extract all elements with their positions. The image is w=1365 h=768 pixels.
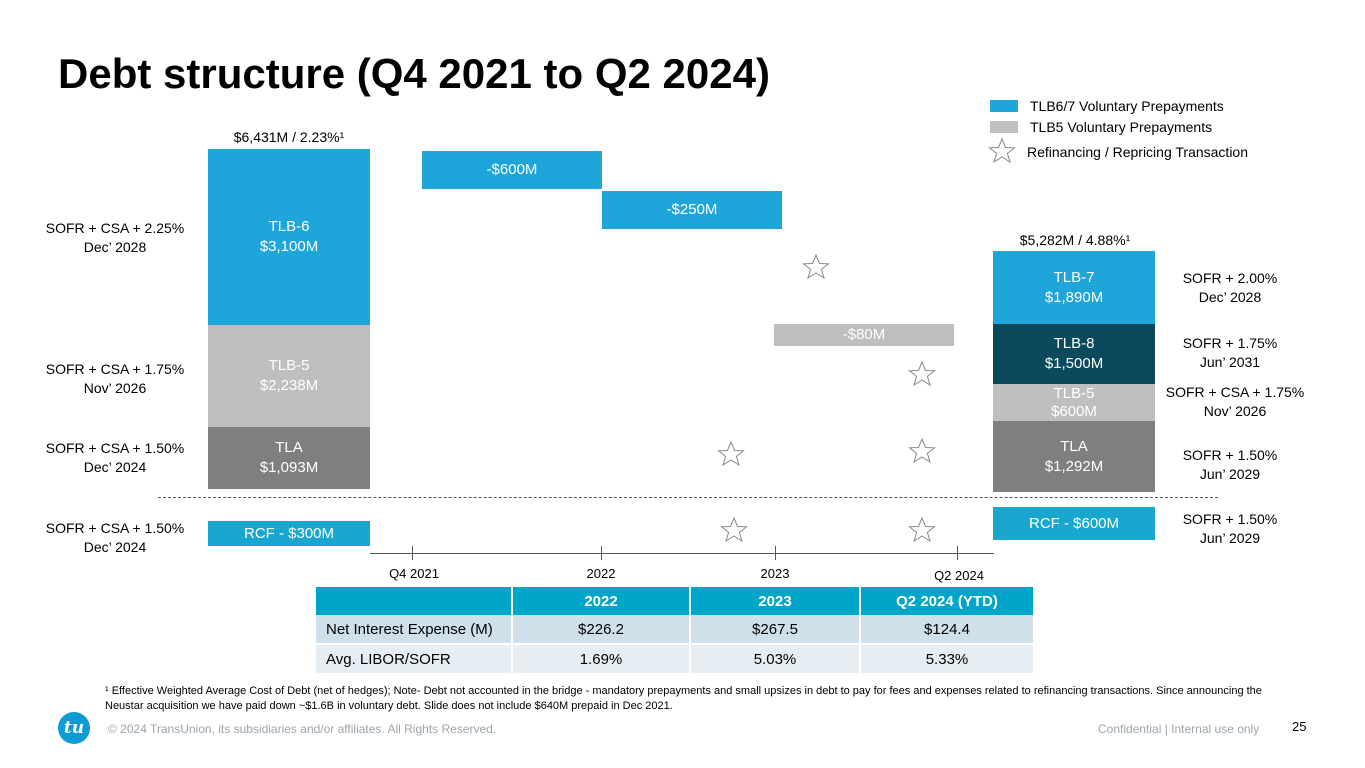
table-cell: $267.5 — [691, 615, 861, 645]
page-title: Debt structure (Q4 2021 to Q2 2024) — [58, 50, 770, 97]
bar-prepay-250-label: -$250M — [666, 201, 718, 218]
bar-rcf-start: RCF - $300M — [208, 521, 370, 546]
bar-tlb8-name: TLB-8 — [1053, 335, 1095, 352]
x-tick — [412, 546, 413, 560]
bar-prepay-80: -$80M — [774, 324, 954, 346]
bar-tlb5-start: TLB-5 $2,238M — [208, 325, 370, 427]
refi-star-icon — [908, 516, 936, 543]
bar-tlb8-value: $1,500M — [1044, 355, 1104, 372]
x-tick — [775, 546, 776, 560]
x-tick-label: 2023 — [760, 566, 790, 581]
x-axis-line — [370, 553, 994, 554]
bar-tlb6-name: TLB-6 — [268, 218, 310, 235]
transunion-logo: tu — [58, 712, 90, 744]
confidential-text: Confidential | Internal use only — [1098, 722, 1260, 736]
table-header-cell: 2023 — [691, 587, 861, 615]
copyright-text: © 2024 TransUnion, its subsidiaries and/… — [108, 722, 497, 736]
footnote: ¹ Effective Weighted Average Cost of Deb… — [105, 685, 1262, 712]
x-tick-label: 2022 — [586, 566, 616, 581]
refi-star-icon — [908, 360, 936, 387]
bar-tlb7-value: $1,890M — [1044, 288, 1104, 306]
bar-tlb5-end-name: TLB-5 — [1053, 384, 1095, 402]
start-total-label: $6,431M / 2.23%¹ — [233, 129, 345, 145]
tla-end-terms: SOFR + 1.50% Jun’ 2029 — [1182, 447, 1278, 482]
bar-tlb7-end: TLB-7 $1,890M — [993, 251, 1155, 324]
table-row-header: Avg. LIBOR/SOFR — [316, 645, 513, 675]
table-row-header: Net Interest Expense (M) — [316, 615, 513, 645]
x-tick — [601, 546, 602, 560]
end-total-label: $5,282M / 4.88%¹ — [1019, 232, 1131, 248]
bar-tlb5-start-name: TLB-5 — [268, 357, 310, 374]
table-cell: $124.4 — [861, 615, 1033, 645]
table-row: Avg. LIBOR/SOFR 1.69% 5.03% 5.33% — [316, 645, 1033, 675]
x-tick-label: Q4 2021 — [389, 566, 439, 581]
table-row: Net Interest Expense (M) $226.2 $267.5 $… — [316, 615, 1033, 645]
refi-star-icon — [908, 437, 936, 464]
bar-prepay-600: -$600M — [422, 151, 602, 189]
table-header-row: 2022 2023 Q2 2024 (YTD) — [316, 587, 1033, 615]
legend-swatch-tlb5 — [990, 121, 1018, 133]
bar-prepay-250: -$250M — [602, 191, 782, 229]
refi-star-icon — [720, 516, 748, 543]
bar-tlb6-value: $3,100M — [259, 238, 319, 255]
table-cell: $226.2 — [513, 615, 691, 645]
bar-tlb8-end: TLB-8 $1,500M — [993, 324, 1155, 384]
table-header-cell — [316, 587, 513, 615]
bar-tlb6-start: TLB-6 $3,100M — [208, 149, 370, 325]
bar-tlb5-end-value: $600M — [1051, 402, 1097, 420]
bar-tla-start-name: TLA — [275, 439, 303, 456]
bar-tlb5-end: TLB-5 $600M — [993, 384, 1155, 421]
x-tick — [957, 546, 958, 560]
rcf-end-terms: SOFR + 1.50% Jun’ 2029 — [1182, 511, 1278, 546]
tla-start-terms: SOFR + CSA + 1.50% Dec’ 2024 — [45, 440, 185, 475]
legend-label-tlb67: TLB6/7 Voluntary Prepayments — [1030, 98, 1224, 114]
bar-rcf-start-label: RCF - $300M — [243, 524, 335, 542]
bar-tla-end-value: $1,292M — [1044, 457, 1104, 475]
bar-prepay-600-label: -$600M — [486, 161, 538, 178]
table-cell: 5.33% — [861, 645, 1033, 675]
bar-rcf-end-label: RCF - $600M — [1028, 514, 1120, 532]
tlb5-end-terms: SOFR + CSA + 1.75% Nov’ 2026 — [1165, 384, 1305, 419]
table-header-cell: 2022 — [513, 587, 691, 615]
page-number: 25 — [1292, 719, 1307, 734]
refi-star-icon — [717, 440, 745, 467]
table-cell: 5.03% — [691, 645, 861, 675]
bar-tla-start-value: $1,093M — [259, 459, 319, 476]
refi-star-icon — [802, 253, 830, 280]
tlb7-terms: SOFR + 2.00% Dec’ 2028 — [1182, 270, 1278, 305]
table-cell: 1.69% — [513, 645, 691, 675]
legend-swatch-tlb67 — [990, 100, 1018, 112]
bar-tla-start: TLA $1,093M — [208, 427, 370, 489]
x-tick-label: Q2 2024 — [934, 568, 984, 583]
interest-table: 2022 2023 Q2 2024 (YTD) Net Interest Exp… — [316, 587, 1033, 675]
bar-tlb5-start-value: $2,238M — [259, 377, 319, 394]
table-header-cell: Q2 2024 (YTD) — [861, 587, 1033, 615]
tlb8-terms: SOFR + 1.75% Jun’ 2031 — [1182, 335, 1278, 370]
tlb6-terms: SOFR + CSA + 2.25% Dec’ 2028 — [45, 220, 185, 255]
bar-rcf-end: RCF - $600M — [993, 507, 1155, 540]
bar-tla-end: TLA $1,292M — [993, 421, 1155, 492]
star-icon — [988, 137, 1016, 164]
separator-dashed-line — [158, 497, 1218, 498]
legend-label-refi: Refinancing / Repricing Transaction — [1027, 144, 1249, 160]
bar-tla-end-name: TLA — [1060, 437, 1088, 455]
bar-tlb7-name: TLB-7 — [1053, 268, 1095, 286]
bar-prepay-80-label: -$80M — [842, 326, 886, 343]
tlb5-start-terms: SOFR + CSA + 1.75% Nov’ 2026 — [45, 361, 185, 396]
legend-label-tlb5: TLB5 Voluntary Prepayments — [1030, 119, 1213, 135]
rcf-start-terms: SOFR + CSA + 1.50% Dec’ 2024 — [45, 520, 185, 555]
